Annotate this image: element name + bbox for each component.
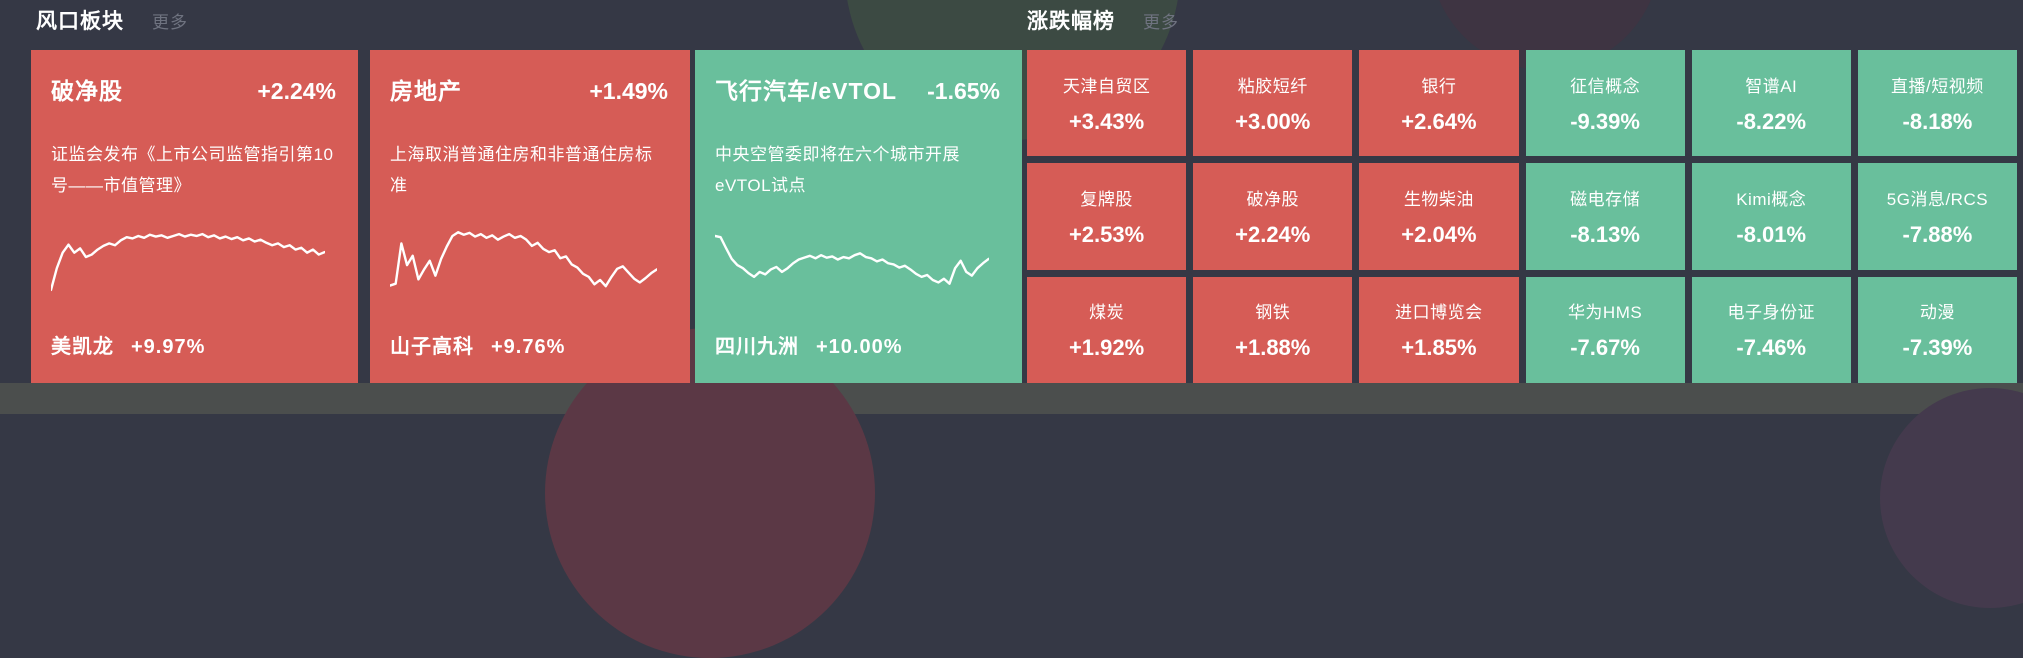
stock-change: +9.97%: [131, 336, 206, 358]
rank-tile[interactable]: 智谱AI -8.22%: [1691, 50, 1851, 157]
tile-sector-name: 银行: [1421, 76, 1457, 96]
rank-tile[interactable]: 破净股 +2.24%: [1193, 163, 1353, 270]
rank-tile[interactable]: 华为HMS -7.67%: [1525, 276, 1685, 383]
card-top-stock: 四川九洲 +10.00%: [715, 330, 1000, 359]
card-title: 房地产: [390, 78, 462, 104]
tile-sector-name: 征信概念: [1570, 76, 1641, 96]
card-change: -1.65%: [927, 78, 1000, 104]
tile-sector-name: 动漫: [1919, 303, 1955, 323]
tile-change-percent: -7.67%: [1570, 335, 1640, 361]
card-change: +1.49%: [589, 78, 668, 104]
tile-change-percent: -9.39%: [1570, 108, 1640, 134]
tile-change-percent: +2.53%: [1068, 221, 1145, 247]
hot-sector-header: 风口板块 更多: [36, 5, 188, 35]
card-title: 飞行汽车/eVTOL: [715, 78, 898, 104]
card-change: +2.24%: [257, 78, 336, 104]
tile-change-percent: -8.18%: [1902, 108, 1973, 134]
rank-tile[interactable]: 磁电存储 -8.13%: [1525, 163, 1685, 270]
rank-tile[interactable]: 天津自贸区 +3.43%: [1027, 50, 1187, 157]
rank-tile[interactable]: 银行 +2.64%: [1359, 50, 1519, 157]
card-head: 破净股 +2.24%: [51, 72, 336, 106]
card-head: 飞行汽车/eVTOL -1.65%: [715, 72, 1000, 106]
rank-header: 涨跌幅榜 更多: [1027, 5, 1179, 35]
rank-tile[interactable]: 生物柴油 +2.04%: [1359, 163, 1519, 270]
sector-card-pojinggu[interactable]: 破净股 +2.24% 证监会发布《上市公司监管指引第10号——市值管理》 美凯龙…: [31, 50, 358, 383]
rank-title: 涨跌幅榜: [1027, 10, 1115, 33]
tile-sector-name: 天津自贸区: [1062, 76, 1151, 96]
rank-tile[interactable]: 5G消息/RCS -7.88%: [1857, 163, 2017, 270]
rank-tile[interactable]: 动漫 -7.39%: [1857, 276, 2017, 383]
card-description: 上海取消普通住房和非普通住房标准: [390, 145, 653, 195]
tile-change-percent: +2.64%: [1401, 108, 1477, 134]
tile-sector-name: 粘胶短纤: [1237, 76, 1308, 96]
rank-tile[interactable]: 征信概念 -9.39%: [1525, 50, 1685, 157]
card-title: 破净股: [51, 78, 123, 104]
card-head: 房地产 +1.49%: [390, 72, 668, 106]
tile-change-percent: -8.01%: [1736, 221, 1807, 247]
tile-sector-name: 华为HMS: [1567, 303, 1643, 323]
sector-card-fangdichan[interactable]: 房地产 +1.49% 上海取消普通住房和非普通住房标准 山子高科 +9.76%: [370, 50, 690, 383]
rank-tile[interactable]: 粘胶短纤 +3.00%: [1193, 50, 1353, 157]
hot-sector-title: 风口板块: [36, 10, 124, 33]
rank-tile[interactable]: 进口博览会 +1.85%: [1359, 276, 1519, 383]
tile-change-percent: +3.43%: [1068, 108, 1145, 134]
tile-change-percent: +3.00%: [1235, 108, 1311, 134]
tile-change-percent: -7.88%: [1902, 221, 1973, 247]
tile-sector-name: 煤炭: [1089, 303, 1125, 323]
tile-change-percent: -8.13%: [1570, 221, 1640, 247]
tile-change-percent: +2.04%: [1401, 221, 1477, 247]
stock-name: 美凯龙: [51, 336, 114, 358]
card-description: 证监会发布《上市公司监管指引第10号——市值管理》: [51, 145, 334, 195]
rank-tile[interactable]: 直播/短视频 -8.18%: [1857, 50, 2017, 157]
card-sparkline-chart: [715, 231, 1000, 293]
tile-change-percent: -8.22%: [1736, 108, 1807, 134]
tile-sector-name: 生物柴油: [1403, 189, 1474, 209]
tile-sector-name: 5G消息/RCS: [1886, 189, 1989, 209]
tile-change-percent: -7.39%: [1902, 335, 1973, 361]
tile-sector-name: Kimi概念: [1736, 189, 1807, 209]
tile-sector-name: 复牌股: [1080, 189, 1133, 209]
tile-sector-name: 钢铁: [1255, 303, 1291, 323]
card-sparkline-chart: [51, 231, 336, 293]
tile-sector-name: 电子身份证: [1727, 303, 1815, 323]
card-top-stock: 美凯龙 +9.97%: [51, 330, 336, 359]
tile-change-percent: +1.85%: [1401, 335, 1477, 361]
tile-change-percent: +1.88%: [1235, 335, 1311, 361]
stock-name: 四川九洲: [715, 336, 799, 358]
tile-sector-name: 进口博览会: [1395, 303, 1483, 323]
rank-tile[interactable]: Kimi概念 -8.01%: [1691, 163, 1851, 270]
card-top-stock: 山子高科 +9.76%: [390, 330, 668, 359]
card-sparkline-chart: [390, 231, 668, 293]
tile-change-percent: -7.46%: [1736, 335, 1807, 361]
stock-name: 山子高科: [390, 336, 474, 358]
bottom-strip: [0, 383, 2023, 414]
rank-tile[interactable]: 电子身份证 -7.46%: [1691, 276, 1851, 383]
tile-sector-name: 磁电存储: [1570, 189, 1641, 209]
rank-tile[interactable]: 复牌股 +2.53%: [1027, 163, 1187, 270]
rank-tile[interactable]: 煤炭 +1.92%: [1027, 276, 1187, 383]
stock-change: +9.76%: [491, 336, 566, 358]
rank-tile[interactable]: 钢铁 +1.88%: [1193, 276, 1353, 383]
bg-blob-purple-bottom: [1880, 388, 2023, 608]
stock-change: +10.00%: [816, 336, 903, 358]
sector-card-evtol[interactable]: 飞行汽车/eVTOL -1.65% 中央空管委即将在六个城市开展eVTOL试点 …: [695, 50, 1022, 383]
hot-sector-more-link[interactable]: 更多: [152, 13, 188, 32]
rank-more-link[interactable]: 更多: [1143, 13, 1179, 32]
card-description: 中央空管委即将在六个城市开展eVTOL试点: [715, 145, 960, 195]
tile-change-percent: +1.92%: [1068, 335, 1145, 361]
tile-change-percent: +2.24%: [1235, 221, 1311, 247]
tile-sector-name: 直播/短视频: [1891, 76, 1984, 96]
tile-sector-name: 智谱AI: [1745, 76, 1798, 96]
tile-sector-name: 破净股: [1246, 189, 1299, 209]
rank-grid: 天津自贸区 +3.43% 粘胶短纤 +3.00% 银行 +2.64% 征信概念 -9.39% 智…: [1027, 50, 2017, 383]
